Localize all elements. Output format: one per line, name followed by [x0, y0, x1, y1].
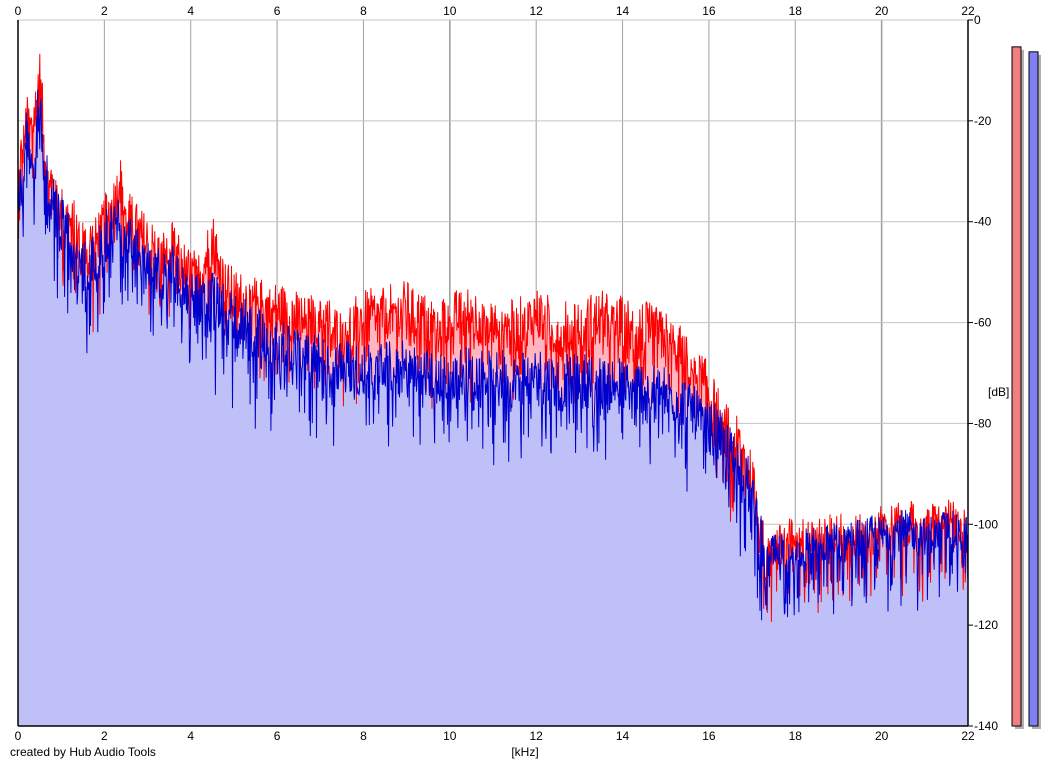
x-tick-label-top: 8 [360, 4, 367, 18]
x-tick-label-top: 20 [875, 4, 889, 18]
level-meter-1 [1011, 46, 1022, 727]
y-tick-label: -80 [974, 416, 992, 430]
x-tick-label-bottom: 4 [187, 729, 194, 743]
x-tick-label-bottom: 0 [15, 729, 22, 743]
level-meter-2 [1028, 51, 1039, 727]
y-tick-labels: 0 -20 -40 -60 -80 -100 -120 -140 [968, 13, 998, 733]
y-tick-label: -40 [974, 215, 992, 229]
x-tick-label-top: 4 [187, 4, 194, 18]
series-line-2 [17, 89, 969, 621]
x-tick-label-top: 6 [274, 4, 281, 18]
y-axis-label: [dB] [988, 385, 1009, 399]
x-tick-label-bottom: 22 [961, 729, 975, 743]
x-axis-label: [kHz] [511, 745, 538, 759]
credit-text: created by Hub Audio Tools [10, 745, 156, 759]
y-tick-label: 0 [974, 13, 981, 27]
x-tick-label-top: 22 [961, 4, 975, 18]
x-tick-label-top: 0 [15, 4, 22, 18]
x-tick-label-top: 16 [702, 4, 716, 18]
series-lines [17, 53, 969, 622]
x-tick-label-bottom: 6 [274, 729, 281, 743]
x-tick-label-top: 10 [443, 4, 457, 18]
x-tick-label-bottom: 14 [616, 729, 630, 743]
y-tick-label: -100 [974, 517, 998, 531]
x-tick-label-bottom: 12 [530, 729, 544, 743]
y-tick-label: -120 [974, 618, 998, 632]
y-tick-label: -140 [974, 719, 998, 733]
x-tick-label-bottom: 20 [875, 729, 889, 743]
x-tick-label-bottom: 2 [101, 729, 108, 743]
x-tick-label-bottom: 10 [443, 729, 457, 743]
plot-frame [17, 20, 969, 727]
x-tick-label-top: 18 [789, 4, 803, 18]
y-tick-label: -60 [974, 316, 992, 330]
x-tick-label-top: 14 [616, 4, 630, 18]
x-tick-label-bottom: 18 [789, 729, 803, 743]
y-tick-label: -20 [974, 114, 992, 128]
x-tick-label-bottom: 16 [702, 729, 716, 743]
level-meters [1011, 46, 1041, 730]
x-tick-label-bottom: 8 [360, 729, 367, 743]
x-tick-label-top: 2 [101, 4, 108, 18]
x-tick-label-top: 12 [530, 4, 544, 18]
